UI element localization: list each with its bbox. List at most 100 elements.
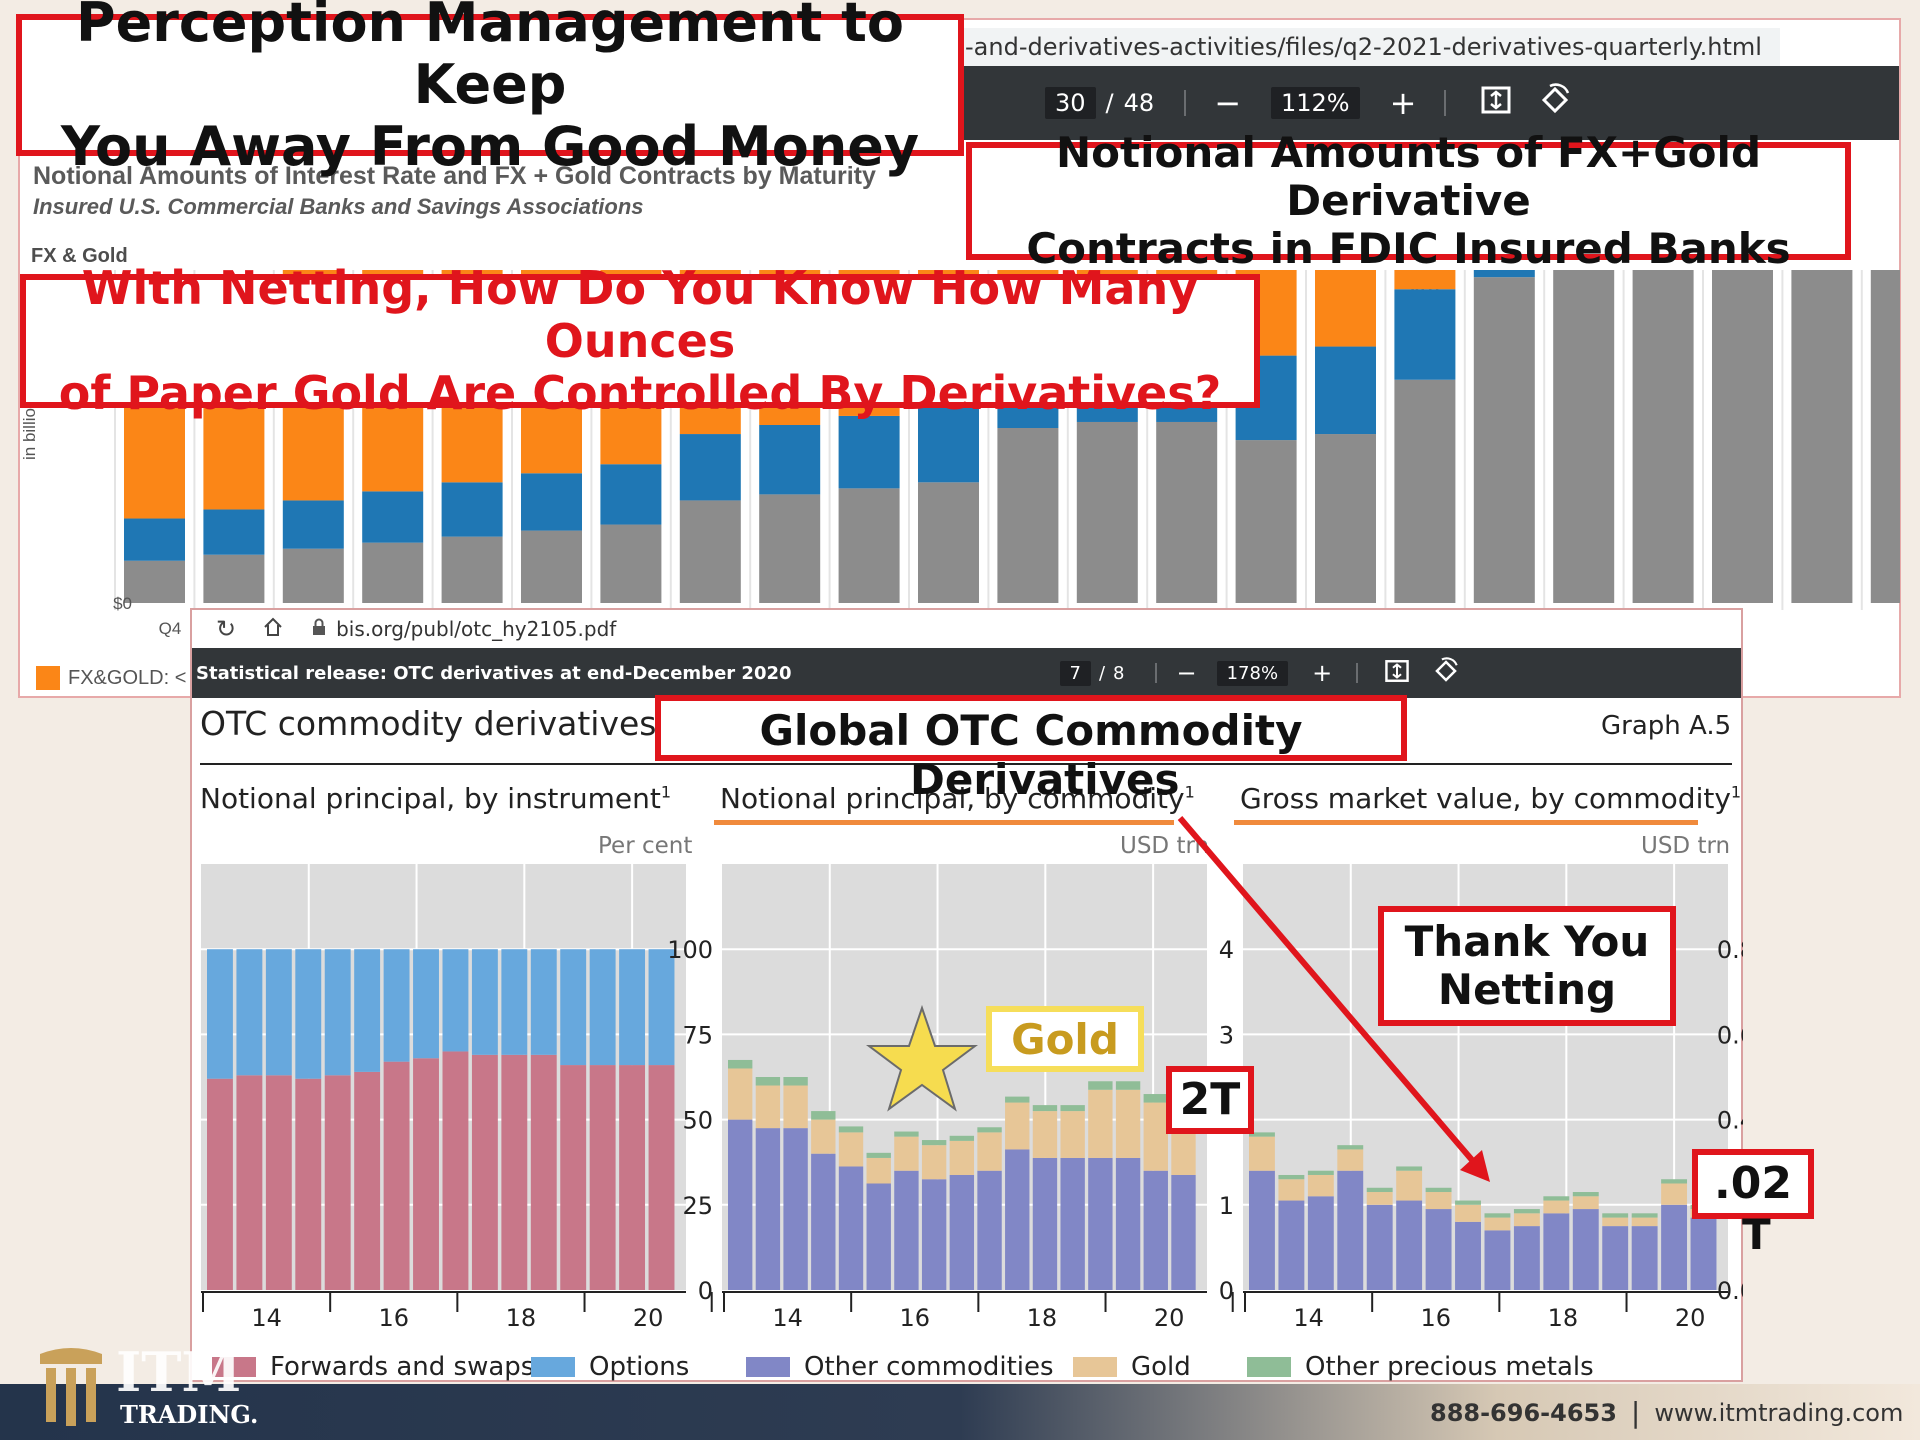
fdic-page-total: 48 [1123,89,1155,117]
y-tick-label: 0 [698,1277,713,1305]
legend-swatch [212,1357,256,1377]
legend-swatch [1073,1357,1117,1377]
legend-swatch [531,1357,575,1377]
legend-other-commodities: Other commodities [746,1352,1054,1382]
fx-bar-blue [1394,289,1456,380]
y-tick-label: 0.8 [1717,936,1743,964]
y-tick-label: 0 [1219,1277,1234,1305]
bar-segment [811,1111,836,1120]
bar-segment [1455,1221,1481,1290]
website-link[interactable]: www.itmtrading.com [1654,1398,1904,1427]
bar-segment [207,1078,233,1290]
bar-segment [783,1077,808,1086]
bar-segment [1088,1081,1113,1090]
bar-segment [383,949,410,1062]
fdic-section-label: FX & Gold [31,245,128,267]
fdic-chart-title: Notional Amounts of Interest Rate and FX… [33,162,876,190]
legend-label: Other precious metals [1305,1352,1594,1382]
reload-icon[interactable]: ↻ [216,615,237,643]
bis-url-text: bis.org/publ/otc_hy2105.pdf [336,617,617,641]
bar-segment [1278,1174,1305,1180]
bar-segment [1513,1209,1540,1214]
panel-title-commodity: Notional principal, by commodity1 [720,782,1195,815]
bar-segment [501,1054,528,1290]
thank-you-netting-callout: Thank You Netting [1378,906,1676,1026]
bar-segment [894,1136,919,1171]
bar-segment [1455,1200,1481,1205]
x-tick-label: 16 [378,1304,409,1330]
fx-bar-gray [1553,270,1615,603]
home-icon[interactable] [262,616,284,643]
two-t-label: 2T [1179,1073,1241,1125]
bar-segment [442,949,469,1052]
gold-label-box: Gold [986,1006,1144,1072]
bar-segment [1143,1102,1168,1171]
fx-bar-blue [282,500,344,549]
legend-swatch [746,1357,790,1377]
itm-logo-icon [40,1348,102,1426]
bar-segment [977,1170,1002,1290]
fx-bar-gray [362,542,424,603]
bar-segment [977,1127,1002,1133]
fit-page-icon[interactable] [1384,658,1410,689]
rotate-icon[interactable] [1538,83,1572,123]
bar-segment [648,1065,675,1290]
small-t-line1: .02 [1714,1157,1792,1209]
fx-bar-blue [600,464,662,525]
underline-gross [1234,820,1698,825]
zoom-in-button[interactable]: + [1312,659,1333,687]
legend-swatch [1247,1357,1291,1377]
zoom-out-button[interactable]: − [1176,659,1197,687]
bar-segment [1661,1179,1688,1184]
fx-bar-gray [1712,270,1773,603]
bar-segment [1278,1179,1305,1201]
bar-segment [1249,1136,1275,1171]
zoom-out-button[interactable]: − [1214,84,1241,122]
bar-segment [921,1145,947,1180]
bar-segment [413,1058,439,1290]
panel-title-gross: Gross market value, by commodity1 [1240,782,1741,815]
bar-segment [949,1174,975,1290]
fit-page-icon[interactable] [1480,84,1512,122]
bar-segment [560,1065,587,1290]
bar-segment [1572,1196,1599,1210]
panel-unit: USD trn [1120,833,1210,859]
fx-bar-gray [1394,379,1456,603]
fx-bar-gray [441,536,503,603]
fdic-page-separator: / [1105,89,1114,117]
bis-url-bar[interactable]: ↻ bis.org/publ/otc_hy2105.pdf [192,610,1112,648]
fx-bar-gray [1315,434,1376,603]
bar-segment [1307,1174,1334,1197]
fdic-zoom-level[interactable]: 112% [1271,87,1360,119]
zoom-in-button[interactable]: + [1389,84,1417,122]
star-icon [866,1004,978,1112]
bar-segment [354,949,381,1072]
bar-segment [1396,1200,1423,1290]
bar-segment [1396,1166,1423,1171]
bar-segment [442,1051,469,1290]
bis-zoom-level[interactable]: 178% [1216,660,1289,686]
legend-forwards: Forwards and swaps [212,1352,534,1382]
fx-bar-gray [1791,270,1853,603]
fdic-legend-label: FX&GOLD: < [68,666,187,689]
bar-segment [1425,1187,1452,1193]
fdic-ytick: $0 [113,594,132,613]
bis-page-separator: / [1098,662,1106,684]
bar-segment [1543,1196,1570,1201]
bar-segment [866,1152,891,1158]
fdic-url-bar[interactable]: -and-derivatives-activities/files/q2-202… [955,28,1780,66]
bar-segment [894,1170,919,1290]
bar-segment [324,1075,351,1290]
legend-label: Options [589,1352,690,1382]
y-tick-label: 100 [667,936,713,964]
bar-segment [949,1140,975,1175]
bar-segment [1661,1204,1688,1290]
bar-segment [894,1131,919,1137]
rotate-icon[interactable] [1432,656,1460,690]
fdic-legend-swatch [36,666,60,690]
fx-bar-gray [918,482,979,603]
bis-page-input[interactable]: 7 [1059,660,1091,686]
phone-number[interactable]: 888-696-4653 [1430,1398,1617,1427]
fdic-page-input[interactable]: 30 [1045,87,1096,119]
bar-segment [265,1075,292,1290]
